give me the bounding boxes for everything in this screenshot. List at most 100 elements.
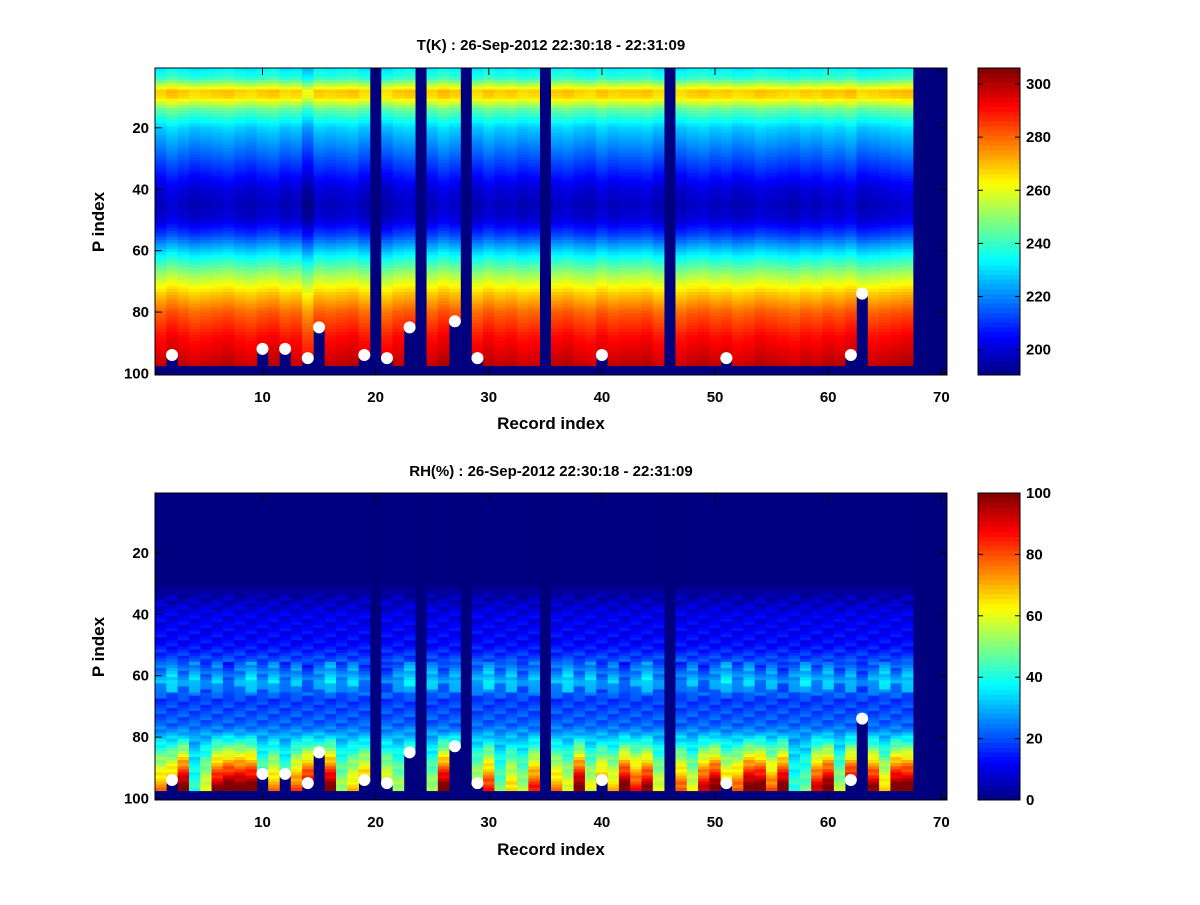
- heatmap-cell: [777, 86, 789, 90]
- heatmap-cell: [754, 350, 767, 354]
- heatmap-cell: [709, 169, 722, 173]
- heatmap-cell: [596, 129, 608, 133]
- heatmap-cell: [607, 68, 620, 72]
- heatmap-cell: [630, 273, 642, 278]
- heatmap-cell: [403, 249, 416, 253]
- heatmap-cell: [234, 117, 246, 121]
- heatmap-cell: [777, 175, 789, 179]
- heatmap-cell: [403, 175, 416, 179]
- heatmap-cell: [449, 190, 461, 195]
- heatmap-cell: [686, 184, 699, 189]
- heatmap-cell: [166, 71, 178, 75]
- heatmap-cell: [505, 98, 518, 103]
- heatmap-cell: [256, 209, 269, 213]
- heatmap-cell: [584, 89, 597, 93]
- heatmap-cell: [358, 218, 371, 222]
- heatmap-cell: [279, 236, 292, 241]
- heatmap-cell: [290, 166, 303, 170]
- heatmap-cell: [449, 282, 461, 287]
- heatmap-cell: [188, 249, 201, 253]
- heatmap-cell: [245, 227, 258, 232]
- heatmap-cell: [177, 166, 190, 170]
- heatmap-cell: [483, 215, 495, 219]
- heatmap-cell: [765, 261, 778, 265]
- heatmap-cell: [607, 279, 620, 284]
- heatmap-cell: [188, 267, 201, 271]
- heatmap-cell: [166, 68, 178, 72]
- heatmap-cell: [652, 83, 665, 87]
- heatmap-cell: [584, 114, 597, 118]
- heatmap-cell: [652, 123, 665, 127]
- heatmap-cell: [517, 319, 529, 324]
- heatmap-cell: [698, 83, 710, 87]
- heatmap-cell: [279, 203, 292, 207]
- heatmap-cell: [245, 203, 258, 207]
- heatmap-cell: [449, 242, 461, 247]
- heatmap-cell: [686, 335, 699, 339]
- heatmap-cell: [765, 172, 778, 176]
- heatmap-cell: [483, 273, 495, 278]
- heatmap-cell: [302, 86, 314, 90]
- heatmap-cell: [222, 147, 235, 152]
- heatmap-cell: [381, 184, 393, 189]
- heatmap-cell: [517, 298, 529, 302]
- heatmap-cell: [618, 132, 631, 136]
- heatmap-cell: [188, 74, 201, 78]
- heatmap-cell: [517, 276, 529, 281]
- heatmap-cell: [177, 246, 190, 250]
- heatmap-cell: [652, 104, 665, 109]
- heatmap-cell: [403, 147, 416, 152]
- heatmap-cell: [222, 160, 235, 164]
- heatmap-cell: [675, 135, 688, 139]
- heatmap-cell: [200, 123, 212, 127]
- heatmap-cell: [234, 203, 246, 207]
- heatmap-cell: [290, 120, 303, 124]
- heatmap-cell: [686, 163, 699, 167]
- heatmap-cell: [358, 138, 371, 142]
- heatmap-cell: [686, 239, 699, 244]
- heatmap-cell: [347, 166, 359, 170]
- heatmap-cell: [200, 181, 212, 185]
- heatmap-cell: [675, 316, 688, 321]
- heatmap-cell: [765, 252, 778, 256]
- heatmap-cell: [290, 255, 303, 259]
- heatmap-cell: [698, 203, 710, 207]
- heatmap-cell: [505, 325, 518, 330]
- heatmap-cell: [777, 316, 789, 321]
- heatmap-cell: [392, 264, 405, 268]
- heatmap-cell: [698, 353, 710, 357]
- heatmap-cell: [618, 255, 631, 259]
- heatmap-cell: [279, 77, 292, 81]
- heatmap-cell: [347, 276, 359, 281]
- heatmap-cell: [517, 206, 529, 210]
- heatmap-cell: [426, 310, 439, 314]
- heatmap-cell: [607, 193, 620, 198]
- heatmap-cell: [686, 252, 699, 256]
- heatmap-cell: [528, 356, 540, 360]
- heatmap-cell: [347, 178, 359, 182]
- heatmap-cell: [290, 292, 303, 296]
- heatmap-cell: [641, 163, 654, 167]
- heatmap-cell: [777, 157, 789, 161]
- heatmap-cell: [188, 107, 201, 112]
- heatmap-cell: [494, 98, 507, 103]
- heatmap-cell: [675, 332, 688, 336]
- heatmap-cell: [290, 270, 303, 274]
- heatmap-cell: [596, 157, 608, 161]
- heatmap-cell: [596, 249, 608, 253]
- heatmap-cell: [584, 190, 597, 195]
- heatmap-cell: [777, 252, 789, 256]
- heatmap-cell: [403, 212, 416, 216]
- heatmap-cell: [720, 230, 733, 235]
- heatmap-cell: [754, 270, 767, 274]
- heatmap-cell: [573, 332, 586, 336]
- heatmap-cell: [709, 193, 722, 198]
- heatmap-cell: [256, 230, 269, 235]
- heatmap-cell: [618, 215, 631, 219]
- heatmap-cell: [392, 138, 405, 142]
- heatmap-cell: [403, 255, 416, 259]
- heatmap-cell: [302, 209, 314, 213]
- heatmap-cell: [471, 310, 484, 314]
- heatmap-cell: [177, 298, 190, 302]
- heatmap-cell: [698, 249, 710, 253]
